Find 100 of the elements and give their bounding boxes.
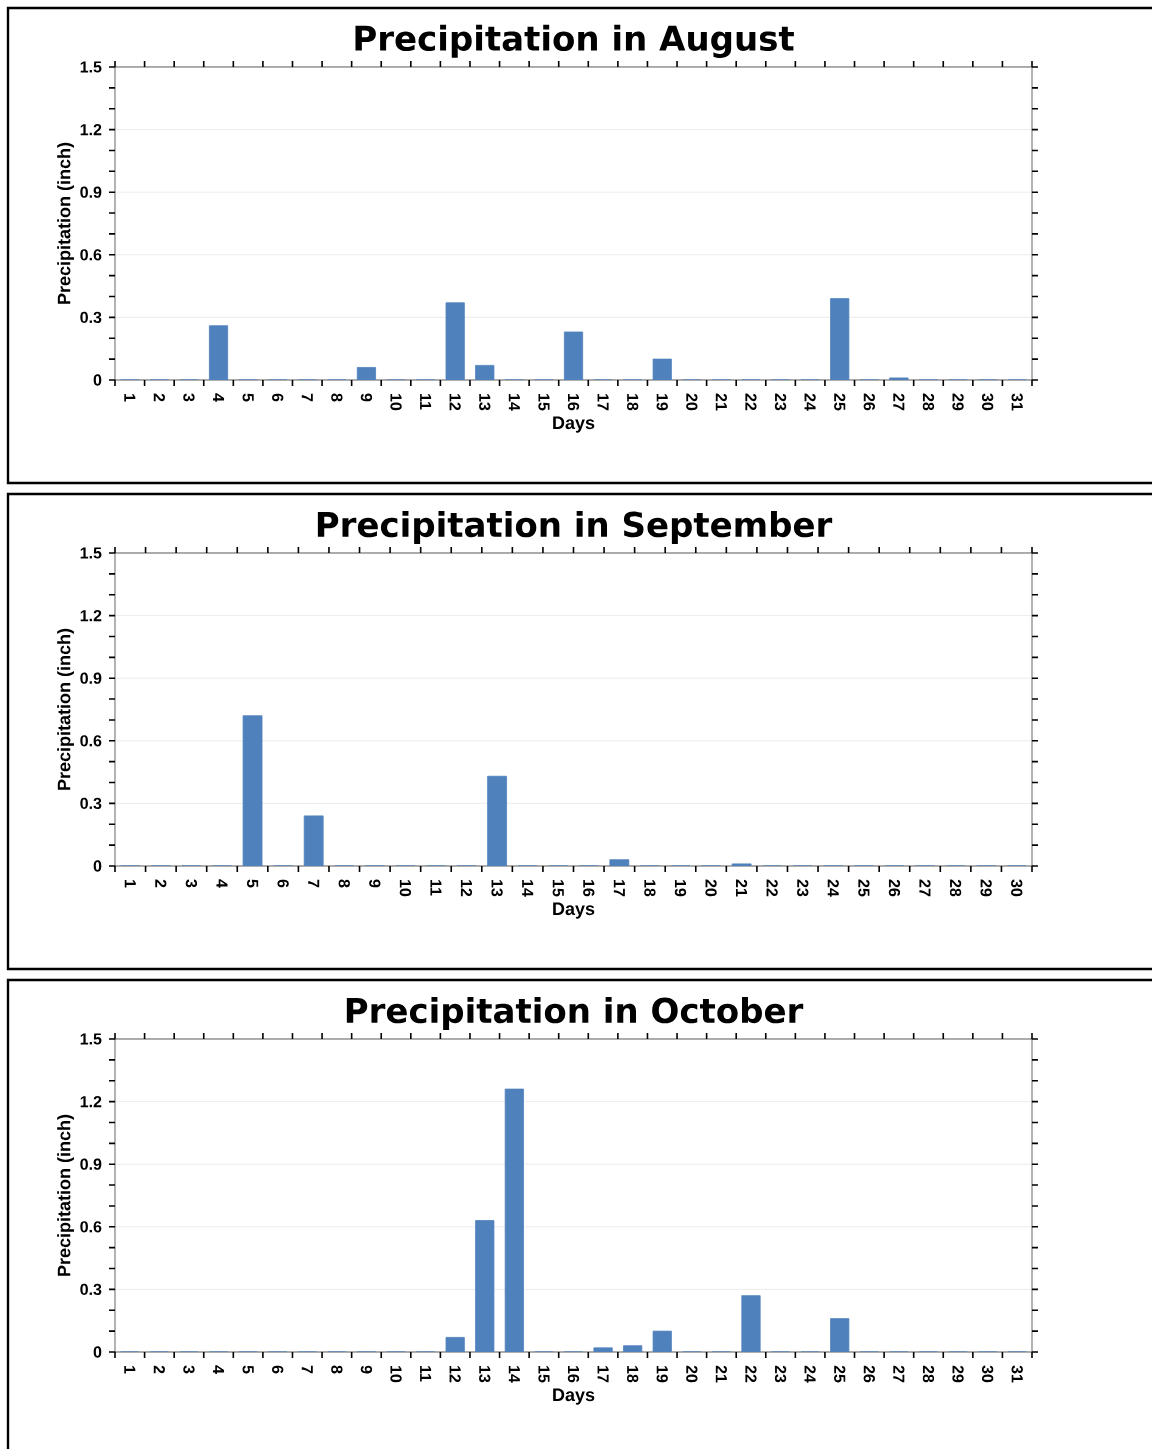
x-tick-label: 20 <box>705 879 717 897</box>
y-tick-label: 0.9 <box>80 1158 102 1170</box>
y-tick-label: 0.6 <box>80 1221 102 1233</box>
x-tick-label: 7 <box>301 393 313 402</box>
chart-title: Precipitation in October <box>346 997 804 1030</box>
x-tick-label: 9 <box>360 1365 373 1374</box>
x-tick-label: 25 <box>858 879 870 897</box>
x-tick-label: 19 <box>656 394 668 411</box>
x-tick-label: 26 <box>863 393 875 411</box>
x-tick-label: 5 <box>246 879 259 888</box>
x-tick-label: 4 <box>216 879 228 888</box>
x-tick-label: 1 <box>124 880 136 888</box>
x-tick-label: 11 <box>420 394 432 410</box>
chart-title: Precipitation in September <box>317 511 833 544</box>
x-tick-label: 12 <box>460 880 473 897</box>
x-tick-label: 29 <box>952 1365 964 1383</box>
x-tick-label: 27 <box>893 1365 905 1383</box>
x-tick-label: 11 <box>430 880 442 896</box>
x-tick-label: 21 <box>715 1365 727 1383</box>
x-tick-label: 15 <box>538 394 550 411</box>
x-tick-label: 4 <box>213 1365 225 1374</box>
x-tick-label: 12 <box>449 1366 461 1383</box>
x-tick-label: 28 <box>922 1365 935 1383</box>
x-tick-label: 15 <box>552 880 564 897</box>
y-tick-label: 1.5 <box>80 547 102 559</box>
x-tick-label: 27 <box>893 393 905 411</box>
x-tick-label: 23 <box>774 393 787 411</box>
y-tick-label: 1.2 <box>80 1096 102 1108</box>
x-tick-label: 17 <box>613 880 625 897</box>
x-tick-label: 17 <box>597 1366 609 1383</box>
x-tick-label: 17 <box>597 394 609 411</box>
x-tick-label: 18 <box>627 394 639 411</box>
x-tick-label: 14 <box>522 880 534 897</box>
x-tick-label: 7 <box>308 879 320 888</box>
x-tick-label: 13 <box>479 394 491 411</box>
x-tick-label: 22 <box>766 879 778 897</box>
x-tick-label: 13 <box>491 880 503 897</box>
x-tick-label: 1 <box>124 1366 136 1374</box>
x-tick-label: 9 <box>369 879 381 888</box>
x-tick-label: 5 <box>242 1365 254 1374</box>
y-tick-label: 0 <box>93 374 102 386</box>
y-axis-title: Precipitation (inch) <box>57 1114 74 1276</box>
x-tick-label: 16 <box>583 880 595 897</box>
x-tick-label: 20 <box>686 1365 698 1383</box>
x-tick-label: 21 <box>715 393 727 411</box>
x-tick-label: 18 <box>627 1366 639 1383</box>
x-tick-label: 22 <box>745 393 757 411</box>
y-tick-label: 1.2 <box>80 124 102 136</box>
y-tick-label: 1.2 <box>80 610 102 622</box>
x-tick-label: 1 <box>124 394 136 402</box>
x-tick-label: 25 <box>834 1365 846 1383</box>
x-tick-label: 8 <box>331 393 343 402</box>
x-tick-label: 16 <box>567 394 580 411</box>
y-tick-label: 0.3 <box>80 1283 102 1296</box>
x-tick-label: 26 <box>863 1365 875 1383</box>
x-axis-title: Days <box>553 416 595 433</box>
chart-title: Precipitation in August <box>355 24 794 58</box>
x-tick-label: 29 <box>980 879 992 897</box>
x-tick-label: 31 <box>1011 1365 1023 1383</box>
x-tick-label: 14 <box>508 1366 520 1383</box>
x-tick-label: 26 <box>888 879 901 897</box>
x-tick-label: 10 <box>390 394 402 411</box>
x-tick-label: 3 <box>185 879 198 888</box>
x-tick-label: 23 <box>774 1365 787 1383</box>
x-tick-label: 28 <box>922 393 935 411</box>
x-tick-label: 19 <box>674 880 687 897</box>
x-tick-label: 6 <box>277 879 289 888</box>
y-tick-label: 0.3 <box>80 311 102 324</box>
x-tick-label: 8 <box>331 1365 343 1374</box>
x-tick-label: 24 <box>804 1365 816 1383</box>
x-tick-label: 27 <box>919 879 931 897</box>
x-tick-label: 24 <box>804 393 816 411</box>
y-tick-label: 0.9 <box>80 186 102 198</box>
y-axis-title: Precipitation (inch) <box>57 142 74 304</box>
x-tick-label: 5 <box>242 393 254 402</box>
y-tick-label: 0.6 <box>80 735 102 747</box>
x-tick-label: 12 <box>449 394 461 411</box>
x-tick-label: 2 <box>153 393 165 402</box>
y-tick-label: 0 <box>93 860 102 872</box>
x-tick-label: 19 <box>656 1366 668 1383</box>
x-axis-title: Days <box>553 1388 595 1405</box>
x-tick-label: 30 <box>981 1365 994 1383</box>
x-tick-label: 11 <box>420 1366 432 1382</box>
x-tick-label: 30 <box>1011 879 1023 897</box>
x-axis-title: Days <box>553 902 595 919</box>
x-tick-label: 23 <box>797 879 809 897</box>
y-tick-label: 0 <box>93 1346 102 1358</box>
x-tick-label: 14 <box>508 394 520 411</box>
x-tick-label: 28 <box>949 879 962 897</box>
y-tick-label: 1.5 <box>80 61 102 73</box>
x-tick-label: 7 <box>301 1365 313 1374</box>
x-tick-label: 24 <box>827 879 839 897</box>
x-tick-label: 2 <box>153 1365 165 1374</box>
x-tick-label: 22 <box>745 1365 757 1383</box>
x-tick-label: 20 <box>686 393 698 411</box>
x-tick-label: 10 <box>399 880 412 897</box>
x-tick-label: 30 <box>981 393 994 411</box>
x-tick-label: 3 <box>183 393 195 402</box>
x-tick-label: 21 <box>736 879 748 897</box>
x-tick-label: 31 <box>1011 393 1023 411</box>
